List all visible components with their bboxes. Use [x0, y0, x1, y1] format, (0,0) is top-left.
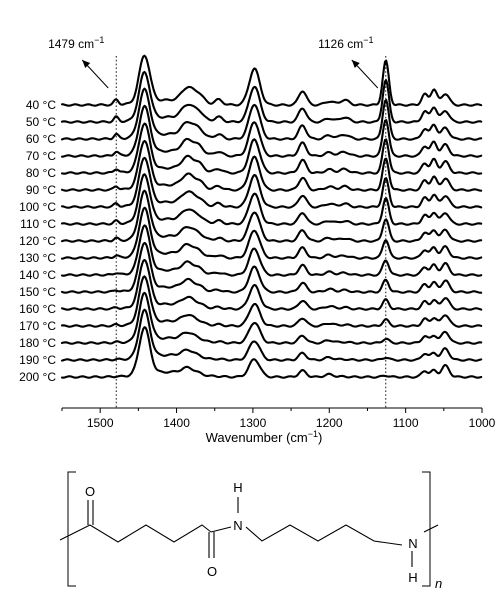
spectrum-60c: [60, 87, 483, 141]
atom-n-right: N: [408, 536, 417, 551]
backbone-left: [59, 524, 212, 543]
temperature-label: 190 °C: [19, 353, 56, 367]
reference-label-1479: 1479 cm−1: [48, 35, 104, 51]
backbone-end: [423, 524, 439, 533]
temperature-label: 100 °C: [19, 200, 56, 214]
temperature-label: 60 °C: [26, 132, 56, 146]
spectrum-200c: [60, 326, 483, 379]
spectrum-80c: [60, 122, 483, 175]
spectrum-190c: [60, 308, 483, 362]
atom-h-top: H: [233, 480, 242, 495]
x-axis: 1500 1400 1300 1200 1100 1000 Wavenumber (cm−…: [61, 407, 496, 445]
temperature-labels: 40 °C 50 °C 60 °C 70 °C 80 °C 90 °C 100 °C 110 …: [19, 98, 56, 384]
repeat-subscript: n: [435, 576, 442, 591]
spectrum-50c: [60, 70, 483, 124]
spectrum-150c: [60, 241, 483, 294]
atom-o-bottom: O: [207, 564, 217, 579]
temperature-label: 200 °C: [19, 370, 56, 384]
backbone-right: [245, 524, 403, 546]
temperature-label: 110 °C: [20, 217, 56, 231]
temperature-label: 150 °C: [19, 285, 56, 299]
temperature-label: 80 °C: [26, 166, 56, 180]
amide-c-n-bond: [210, 526, 232, 533]
x-tick-label: 1400: [163, 416, 190, 430]
spectrum-70c: [60, 104, 483, 158]
spectrum-110c: [60, 173, 483, 226]
reference-arrow-head: [82, 60, 91, 68]
spectrum-170c: [60, 275, 483, 328]
nylon-repeat-unit-structure: O H N O N H n: [59, 471, 442, 591]
temperature-label: 70 °C: [26, 149, 56, 163]
spectrum-40c: [60, 54, 483, 107]
temperature-label: 50 °C: [26, 115, 56, 129]
spectrum-130c: [60, 206, 483, 260]
spectra-stack: [60, 54, 483, 379]
temperature-label: 170 °C: [19, 319, 56, 333]
atom-n-left: N: [233, 518, 242, 533]
reference-markers: 1479 cm−1 1126 cm−1: [48, 35, 387, 408]
x-axis-label: Wavenumber (cm−1): [206, 429, 323, 445]
temperature-label: 130 °C: [19, 251, 56, 265]
x-tick-label: 1300: [240, 416, 267, 430]
spectrum-120c: [60, 189, 483, 243]
temperature-label: 40 °C: [26, 98, 56, 112]
temperature-label: 120 °C: [19, 234, 56, 248]
temperature-label: 180 °C: [19, 336, 56, 350]
spectrum-90c: [60, 139, 483, 192]
x-tick-label: 1000: [469, 416, 496, 430]
left-bracket: [67, 471, 76, 587]
x-tick-label: 1200: [316, 416, 343, 430]
atom-o-top: O: [85, 484, 95, 499]
spectrum-100c: [60, 156, 483, 209]
temperature-label: 160 °C: [19, 302, 56, 316]
temperature-label: 140 °C: [19, 268, 56, 282]
spectrum-140c: [60, 224, 483, 277]
reference-arrow-head: [351, 60, 360, 68]
x-tick-label: 1500: [87, 416, 114, 430]
x-tick-label: 1100: [393, 416, 419, 430]
temperature-label: 90 °C: [26, 183, 56, 197]
atom-h-bottom: H: [408, 570, 417, 585]
x-axis-ticks: 1500 1400 1300 1200 1100 1000: [61, 408, 496, 430]
reference-label-1126: 1126 cm−1: [318, 35, 373, 51]
spectrum-180c: [60, 291, 483, 345]
spectrum-160c: [60, 258, 483, 311]
